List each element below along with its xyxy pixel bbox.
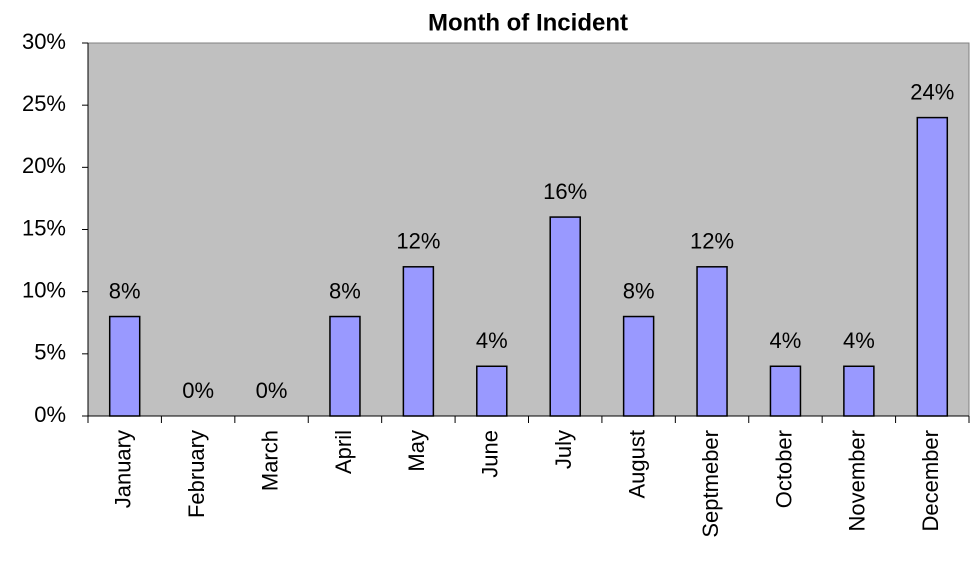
data-label: 4% xyxy=(476,328,508,353)
data-label: 4% xyxy=(843,328,875,353)
bar xyxy=(108,315,141,417)
data-label: 12% xyxy=(396,229,440,254)
x-tick-label: October xyxy=(771,430,796,508)
y-tick-label: 30% xyxy=(22,29,66,54)
x-tick-label: Septmeber xyxy=(698,430,723,538)
data-label: 12% xyxy=(690,229,734,254)
data-label: 16% xyxy=(543,179,587,204)
bar xyxy=(843,365,875,417)
x-tick-label: April xyxy=(331,430,356,474)
y-tick-label: 15% xyxy=(22,215,66,240)
y-tick-label: 25% xyxy=(22,91,66,116)
x-tick-label: June xyxy=(478,430,503,478)
data-label: 8% xyxy=(109,278,141,303)
x-tick-label: May xyxy=(404,430,429,472)
data-label: 24% xyxy=(910,79,954,104)
data-label: 0% xyxy=(256,378,288,403)
x-tick-label: March xyxy=(257,430,282,491)
chart-title: Month of Incident xyxy=(428,9,628,36)
bar xyxy=(916,116,949,417)
y-tick-label: 5% xyxy=(34,340,66,365)
x-tick-label: August xyxy=(624,430,649,499)
data-label: 4% xyxy=(770,328,802,353)
data-label: 0% xyxy=(182,378,214,403)
x-tick-label: February xyxy=(184,430,209,518)
y-tick-label: 10% xyxy=(22,277,66,302)
bar xyxy=(549,216,581,417)
data-label: 8% xyxy=(329,278,361,303)
bar xyxy=(476,365,508,417)
x-tick-label: December xyxy=(918,430,943,531)
x-tick-label: November xyxy=(845,430,870,531)
data-label: 8% xyxy=(623,278,655,303)
bar xyxy=(402,266,435,417)
y-tick-label: 0% xyxy=(34,402,66,427)
x-tick-label: July xyxy=(551,430,576,469)
bar xyxy=(329,315,361,417)
y-tick-label: 20% xyxy=(22,153,66,178)
bar xyxy=(622,315,655,417)
plot-area xyxy=(87,42,970,417)
bar xyxy=(696,266,728,417)
x-tick-label: January xyxy=(111,430,136,508)
bar xyxy=(769,365,802,417)
